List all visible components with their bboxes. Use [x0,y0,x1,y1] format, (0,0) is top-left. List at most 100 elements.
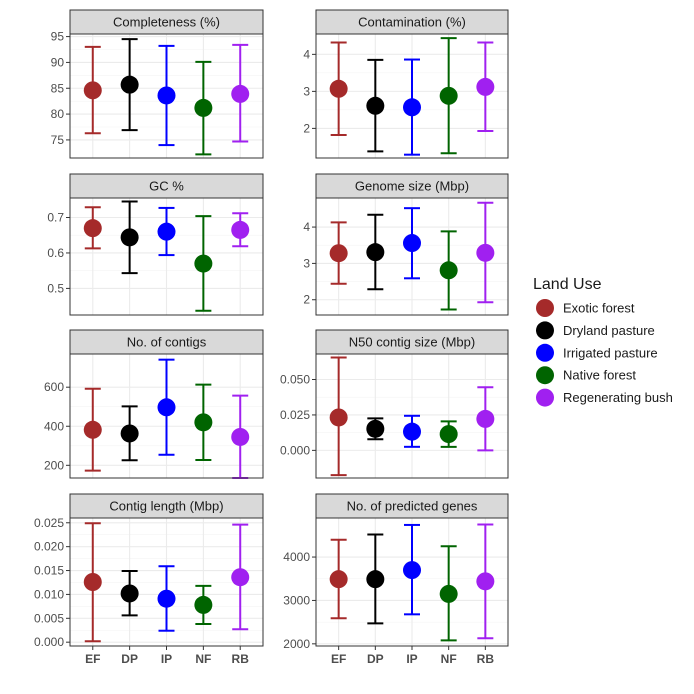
y-tick-label: 4000 [283,550,310,564]
panel-4: No. of contigs 200 400 600 [44,329,264,479]
facet-title: Completeness (%) [113,15,220,30]
x-tick-label: EF [85,652,100,666]
x-tick-label: EF [331,652,346,666]
legend-item-IP: Irrigated pasture [536,343,658,362]
point-IP [157,398,176,417]
y-tick-label: 90 [51,55,65,69]
y-tick-label: 0.000 [280,443,310,457]
facet-strip [69,9,264,35]
legend-item-NF: Native forest [536,366,636,385]
facet-title: Contig length (Mbp) [109,499,223,514]
panel-2: GC % 0.5 0.6 0.7 [47,173,264,316]
y-tick-label: 80 [51,107,65,121]
point-EF [329,244,348,263]
y-tick-label: 0.010 [34,587,64,601]
panel-3: Genome size (Mbp) 2 3 4 [303,173,509,316]
y-tick-label: 95 [51,30,65,44]
facet-strip [69,329,264,355]
point-IP [403,98,421,117]
point-DP [120,228,139,247]
point-DP [366,570,385,589]
facet-title: GC % [149,179,184,194]
point-NF [194,254,213,273]
point-RB [231,220,250,239]
facet-title: Genome size (Mbp) [355,179,469,194]
y-tick-label: 4 [303,47,310,61]
point-DP [120,75,139,94]
point-RB [231,427,250,446]
legend-label: Exotic forest [563,301,635,316]
panel-1: Contamination (%) 2 3 4 [303,9,509,159]
panel-border [315,353,509,479]
x-tick-label: IP [161,652,172,666]
point-IP [157,222,176,241]
y-tick-label: 2000 [283,637,310,651]
point-EF [83,420,102,439]
point-RB [476,572,495,591]
y-tick-label: 85 [51,81,65,95]
y-tick-label: 0.050 [280,373,310,387]
point-DP [366,419,385,438]
facet-title: No. of contigs [127,335,207,350]
legend-item-DP: Dryland pasture [536,321,655,340]
y-tick-label: 0.7 [47,211,64,225]
point-EF [329,570,348,589]
y-tick-label: 0.015 [34,564,64,578]
point-NF [194,98,213,117]
y-tick-label: 600 [44,380,64,394]
point-DP [366,96,385,115]
point-IP [157,86,176,105]
y-tick-label: 400 [44,419,64,433]
point-NF [439,86,458,105]
legend-key-IP [536,343,554,362]
legend-key-DP [536,321,554,340]
point-NF [194,413,213,432]
legend: Land Use Exotic forest Dryland pasture Irri… [533,276,673,407]
point-NF [439,261,458,280]
facet-title: N50 contig size (Mbp) [349,335,475,350]
point-IP [403,561,421,580]
y-tick-label: 0.020 [34,540,64,554]
facet-strip [315,329,509,355]
y-tick-label: 2 [303,121,310,135]
panel-7: No. of predicted genes 2000 3000 4000 EF DP IP… [283,493,509,666]
y-tick-label: 0.000 [34,635,64,649]
point-EF [329,408,348,427]
point-IP [403,234,421,253]
facet-title: No. of predicted genes [347,499,478,514]
point-NF [194,595,213,614]
x-tick-label: IP [406,652,417,666]
y-tick-label: 3 [303,84,310,98]
point-RB [231,84,250,103]
point-IP [403,422,421,441]
legend-label: Dryland pasture [563,323,655,338]
legend-item-RB: Regenerating bush [536,388,673,407]
point-EF [329,79,348,98]
y-tick-label: 0.005 [34,611,64,625]
point-RB [231,568,250,587]
panel-6: Contig length (Mbp) 0.000 0.005 0.010 0.015 0… [34,493,264,666]
point-DP [120,584,139,603]
facet-strip [315,173,509,199]
panel-border [315,33,509,159]
point-IP [157,589,176,608]
point-RB [476,409,495,428]
point-NF [439,425,458,444]
panel-border [69,33,264,159]
legend-title: Land Use [533,276,602,293]
y-tick-label: 75 [51,133,65,147]
point-EF [83,219,102,238]
point-RB [476,243,495,262]
y-tick-label: 0.6 [47,246,64,260]
facet-strip [69,493,264,519]
legend-label: Regenerating bush [563,390,673,405]
x-tick-label: DP [121,652,138,666]
panel-0: Completeness (%) 75 80 85 90 95 [51,9,264,159]
y-tick-label: 3000 [283,593,310,607]
legend-label: Irrigated pasture [563,345,658,360]
legend-item-EF: Exotic forest [536,299,635,317]
point-DP [366,243,385,262]
x-tick-label: NF [441,652,457,666]
facet-title: Contamination (%) [358,15,466,30]
